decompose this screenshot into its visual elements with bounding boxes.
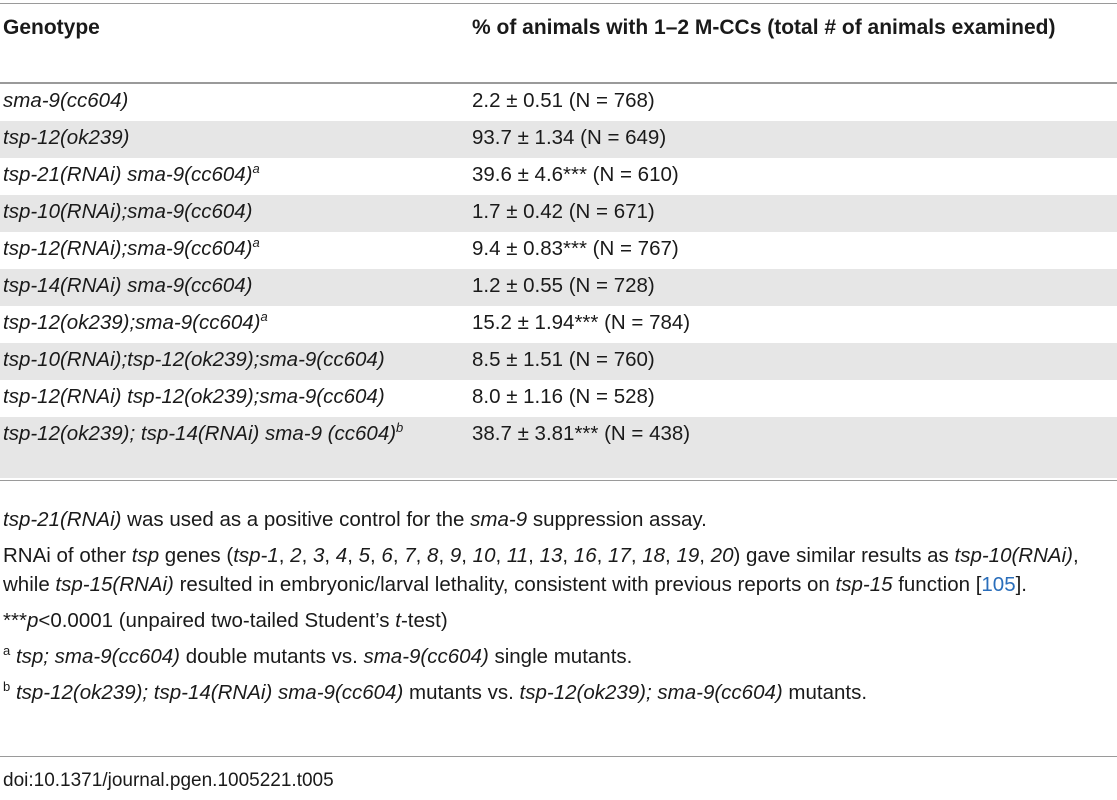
footnote-significance: ***p<0.0001 (unpaired two-tailed Student…: [3, 609, 448, 632]
percent-cell: 93.7 ± 1.34 (N = 649): [472, 126, 667, 149]
genotype-cell: tsp-10(RNAi);tsp-12(ok239);sma-9(cc604): [3, 348, 385, 371]
table-bottom-rule: [0, 480, 1117, 481]
table-row: tsp-12(ok239);sma-9(cc604)a 15.2 ± 1.94*…: [0, 306, 1117, 343]
footnote-b: b tsp-12(ok239); tsp-14(RNAi) sma-9(cc60…: [3, 679, 868, 704]
col-header-percent: % of animals with 1–2 M-CCs (total # of …: [472, 16, 1056, 39]
table-row: tsp-12(RNAi) tsp-12(ok239);sma-9(cc604) …: [0, 380, 1117, 417]
percent-cell: 1.2 ± 0.55 (N = 728): [472, 274, 655, 297]
table-row: tsp-12(ok239) 93.7 ± 1.34 (N = 649): [0, 121, 1117, 158]
percent-cell: 15.2 ± 1.94*** (N = 784): [472, 311, 691, 334]
table-row: tsp-21(RNAi) sma-9(cc604)a 39.6 ± 4.6***…: [0, 158, 1117, 195]
genotype-cell: tsp-12(ok239): [3, 126, 130, 149]
table-top-rule: [0, 3, 1117, 4]
table-row: sma-9(cc604) 2.2 ± 0.51 (N = 768): [0, 84, 1117, 121]
table-header: Genotype % of animals with 1–2 M-CCs (to…: [0, 4, 1117, 82]
percent-cell: 2.2 ± 0.51 (N = 768): [472, 89, 655, 112]
table-row: tsp-10(RNAi);tsp-12(ok239);sma-9(cc604) …: [0, 343, 1117, 380]
percent-cell: 38.7 ± 3.81*** (N = 438): [472, 422, 691, 445]
footnote-control: tsp-21(RNAi) was used as a positive cont…: [3, 508, 707, 531]
table-footnotes: tsp-21(RNAi) was used as a positive cont…: [3, 505, 1115, 707]
footnote-a: a tsp; sma-9(cc604) double mutants vs. s…: [3, 643, 633, 668]
table-row: tsp-12(RNAi);sma-9(cc604)a 9.4 ± 0.83***…: [0, 232, 1117, 269]
percent-cell: 8.5 ± 1.51 (N = 760): [472, 348, 655, 371]
percent-cell: 9.4 ± 0.83*** (N = 767): [472, 237, 679, 260]
col-header-genotype: Genotype: [3, 16, 100, 39]
doi-text: doi:10.1371/journal.pgen.1005221.t005: [3, 770, 334, 791]
genotype-cell: tsp-12(RNAi) tsp-12(ok239);sma-9(cc604): [3, 385, 385, 408]
genotype-cell: tsp-10(RNAi);sma-9(cc604): [3, 200, 253, 223]
genotype-cell: tsp-14(RNAi) sma-9(cc604): [3, 274, 253, 297]
footer-rule: [0, 756, 1117, 757]
genotype-cell: tsp-12(RNAi);sma-9(cc604)a: [3, 235, 260, 260]
genotype-cell: sma-9(cc604): [3, 89, 129, 112]
table-body: sma-9(cc604) 2.2 ± 0.51 (N = 768) tsp-12…: [0, 84, 1117, 478]
genotype-cell: tsp-12(ok239); tsp-14(RNAi) sma-9 (cc604…: [3, 420, 404, 445]
reference-link[interactable]: 105: [981, 573, 1016, 596]
footnote-other-tsp: RNAi of other tsp genes (tsp-1, 2, 3, 4,…: [3, 544, 1079, 596]
genotype-cell: tsp-12(ok239);sma-9(cc604)a: [3, 309, 268, 334]
genotype-cell: tsp-21(RNAi) sma-9(cc604)a: [3, 161, 260, 186]
percent-cell: 1.7 ± 0.42 (N = 671): [472, 200, 655, 223]
header-rule: [0, 82, 1117, 84]
table-row: tsp-14(RNAi) sma-9(cc604) 1.2 ± 0.55 (N …: [0, 269, 1117, 306]
table-row: tsp-12(ok239); tsp-14(RNAi) sma-9 (cc604…: [0, 417, 1117, 478]
percent-cell: 39.6 ± 4.6*** (N = 610): [472, 163, 679, 186]
percent-cell: 8.0 ± 1.16 (N = 528): [472, 385, 655, 408]
table-row: tsp-10(RNAi);sma-9(cc604) 1.7 ± 0.42 (N …: [0, 195, 1117, 232]
